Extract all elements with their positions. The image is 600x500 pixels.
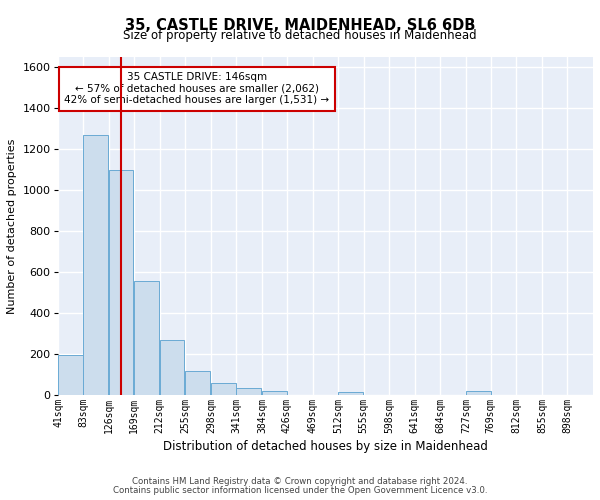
Bar	[109, 170, 133, 395]
Bar	[134, 281, 159, 395]
Bar	[83, 135, 108, 395]
Text: Size of property relative to detached houses in Maidenhead: Size of property relative to detached ho…	[123, 29, 477, 42]
Bar	[160, 340, 184, 395]
Bar	[262, 390, 287, 395]
Text: 35, CASTLE DRIVE, MAIDENHEAD, SL6 6DB: 35, CASTLE DRIVE, MAIDENHEAD, SL6 6DB	[125, 18, 475, 32]
Bar	[466, 392, 491, 395]
Bar	[185, 370, 210, 395]
Text: Contains HM Land Registry data © Crown copyright and database right 2024.: Contains HM Land Registry data © Crown c…	[132, 477, 468, 486]
Text: 35 CASTLE DRIVE: 146sqm
← 57% of detached houses are smaller (2,062)
42% of semi: 35 CASTLE DRIVE: 146sqm ← 57% of detache…	[64, 72, 329, 106]
X-axis label: Distribution of detached houses by size in Maidenhead: Distribution of detached houses by size …	[163, 440, 488, 453]
Bar	[211, 384, 236, 395]
Bar	[236, 388, 261, 395]
Bar	[338, 392, 363, 395]
Y-axis label: Number of detached properties: Number of detached properties	[7, 138, 17, 314]
Bar	[58, 354, 83, 395]
Text: Contains public sector information licensed under the Open Government Licence v3: Contains public sector information licen…	[113, 486, 487, 495]
